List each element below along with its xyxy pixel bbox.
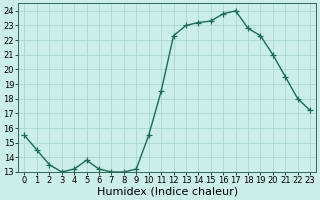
X-axis label: Humidex (Indice chaleur): Humidex (Indice chaleur) <box>97 187 238 197</box>
